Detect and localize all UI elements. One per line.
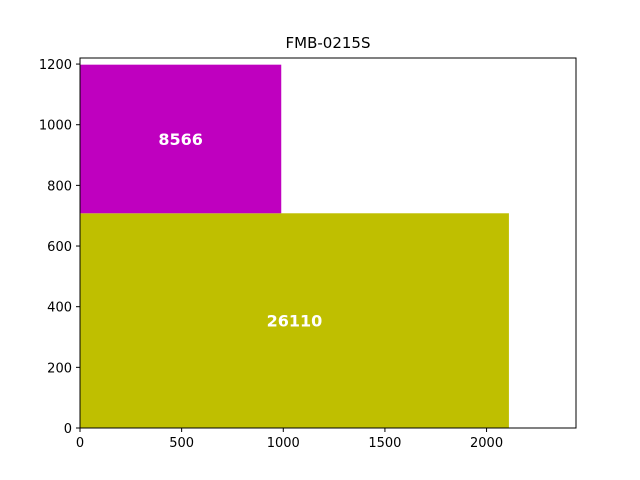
x-tick-label: 1500: [368, 436, 401, 451]
rectangles-layer: 26110 8566: [80, 64, 509, 428]
y-tick-label: 1000: [39, 119, 72, 134]
y-tick-label: 200: [47, 361, 72, 376]
y-tick-label: 1200: [39, 58, 72, 73]
y-tick-label: 600: [47, 240, 72, 255]
treemap-rect-26110: [80, 213, 509, 428]
chart-title: FMB-0215S: [286, 34, 371, 52]
treemap-rect-label-26110: 26110: [267, 312, 323, 331]
x-tick-label: 0: [76, 436, 84, 451]
y-tick-label: 800: [47, 179, 72, 194]
x-tick-label: 2000: [470, 436, 503, 451]
axes-layer: 0 500 1000 1500 2000 0 200 400 600 800 1000 1200: [39, 57, 577, 451]
y-tick-label: 0: [64, 422, 72, 437]
treemap-rect-label-8566: 8566: [158, 130, 203, 149]
plot-frame: [79, 57, 577, 429]
treemap-rect-8566: [80, 64, 282, 214]
x-tick-label: 1000: [267, 436, 300, 451]
x-tick-label: 500: [169, 436, 194, 451]
y-tick-label: 400: [47, 301, 72, 316]
